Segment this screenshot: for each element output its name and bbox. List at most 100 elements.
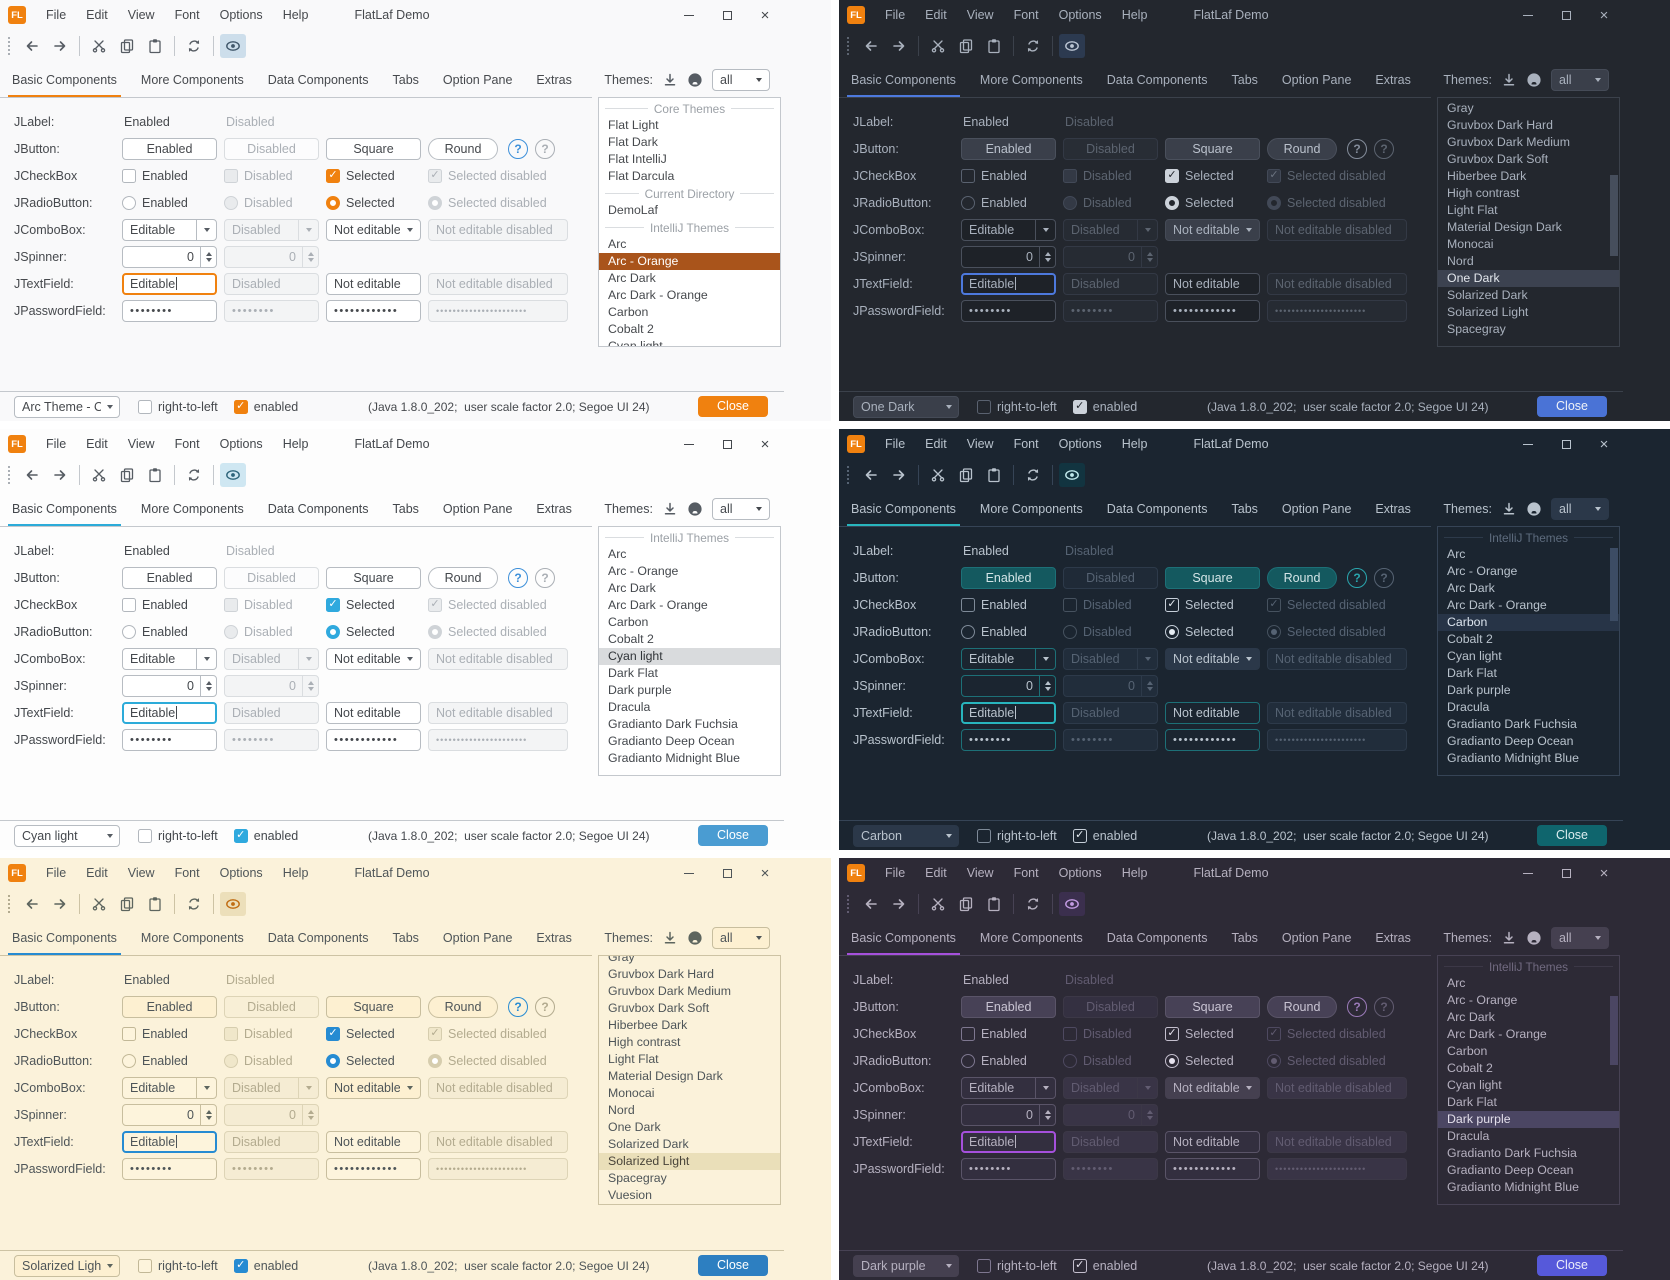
combobox-not-editable[interactable]: Not editable [1165,218,1260,241]
menu-help[interactable]: Help [1121,8,1148,22]
passwordfield-enabled[interactable]: •••••••• [122,728,217,751]
radio-enabled[interactable]: Enabled [961,624,1056,639]
square-button[interactable]: Square [326,566,421,589]
theme-combo[interactable]: Solarized Light [14,1254,120,1277]
minimize-button[interactable] [1509,858,1547,888]
passwordfield-enabled[interactable]: •••••••• [961,728,1056,751]
checkbox-enabled[interactable]: Enabled [961,597,1056,612]
menu-font[interactable]: Font [174,8,200,22]
square-button[interactable]: Square [326,137,421,160]
back-button[interactable] [19,463,45,487]
theme-list-scrollbar[interactable] [1610,957,1618,1203]
combobox-not-editable[interactable]: Not editable [1165,647,1260,670]
textfield-not-editable[interactable]: Not editable [326,701,421,724]
checkbox-selected[interactable]: ✓ Selected [326,168,421,183]
tab-extras[interactable]: Extras [1375,73,1411,87]
checkbox-selected[interactable]: ✓ Selected [1165,597,1260,612]
theme-item-gradianto-midnight-blue[interactable]: Gradianto Midnight Blue [608,751,740,765]
toolbar-grip[interactable] [8,37,12,55]
menu-file[interactable]: File [46,866,67,880]
toolbar-grip[interactable] [8,466,12,484]
menu-file[interactable]: File [885,437,906,451]
textfield-not-editable[interactable]: Not editable [1165,701,1260,724]
textfield-editable[interactable]: Editable [961,1130,1056,1153]
toolbar-grip[interactable] [847,37,851,55]
square-button[interactable]: Square [1165,137,1260,160]
theme-item-cobalt-2[interactable]: Cobalt 2 [1447,1061,1493,1075]
minimize-button[interactable] [670,429,708,459]
theme-item-hiberbee-dark[interactable]: Hiberbee Dark [608,1018,688,1032]
theme-item-nord[interactable]: Nord [608,1103,635,1117]
github-icon[interactable] [1526,72,1542,88]
tab-data-components[interactable]: Data Components [1106,502,1208,516]
tab-data-components[interactable]: Data Components [1106,73,1208,87]
theme-item-solarized-light[interactable]: Solarized Light [599,1153,780,1170]
github-icon[interactable] [687,501,703,517]
theme-item-gradianto-deep-ocean[interactable]: Gradianto Deep Ocean [608,734,735,748]
menu-help[interactable]: Help [1121,866,1148,880]
close-window-button[interactable]: × [1585,0,1623,30]
help-button[interactable]: ? [508,996,528,1017]
tab-tabs[interactable]: Tabs [392,73,419,87]
close-button[interactable]: Close [1537,396,1607,417]
combobox-editable[interactable]: Editable [122,647,217,670]
theme-filter-combo[interactable]: all [1551,69,1609,91]
theme-item-carbon[interactable]: Carbon [608,305,649,319]
theme-combo[interactable]: Dark purple [853,1254,959,1277]
checkbox-selected[interactable]: ✓ Selected [326,1026,421,1041]
tab-option-pane[interactable]: Option Pane [1281,73,1352,87]
textfield-not-editable[interactable]: Not editable [1165,1130,1260,1153]
close-button[interactable]: Close [1537,825,1607,846]
right-to-left-checkbox[interactable]: right-to-left [977,828,1057,843]
theme-item-light-flat[interactable]: Light Flat [1447,203,1498,217]
spinner-enabled[interactable]: 0 [122,245,217,268]
round-button[interactable]: Round [1267,137,1337,160]
tab-basic-components[interactable]: Basic Components [0,62,129,98]
checkbox-selected[interactable]: ✓ Selected [1165,1026,1260,1041]
refresh-button[interactable] [1020,892,1046,916]
theme-item-cobalt-2[interactable]: Cobalt 2 [1447,632,1493,646]
paste-button[interactable] [142,34,168,58]
theme-item-cobalt-2[interactable]: Cobalt 2 [608,632,654,646]
download-icon[interactable] [662,930,678,946]
combobox-editable[interactable]: Editable [961,647,1056,670]
theme-item-gruvbox-dark-medium[interactable]: Gruvbox Dark Medium [1447,135,1571,149]
radio-selected[interactable]: Selected [326,1053,421,1068]
square-button[interactable]: Square [1165,995,1260,1018]
combobox-editable[interactable]: Editable [122,1076,217,1099]
theme-item-gruvbox-dark-hard[interactable]: Gruvbox Dark Hard [1447,118,1553,132]
cut-button[interactable] [86,892,112,916]
passwordfield-not-editable[interactable]: •••••••••••• [326,299,421,322]
textfield-not-editable[interactable]: Not editable [1165,272,1260,295]
spinner-arrows[interactable] [200,675,216,696]
theme-filter-combo[interactable]: all [712,498,770,520]
theme-item-carbon[interactable]: Carbon [1438,614,1619,631]
help-button[interactable]: ? [1347,138,1367,159]
radio-selected[interactable]: Selected [326,624,421,639]
theme-combo[interactable]: Arc Theme - O... [14,395,120,418]
help-button[interactable]: ? [1347,996,1367,1017]
help-button[interactable]: ? [508,567,528,588]
theme-item-dark-flat[interactable]: Dark Flat [608,666,658,680]
maximize-button[interactable] [708,429,746,459]
enabled-button[interactable]: Enabled [961,566,1056,589]
passwordfield-not-editable[interactable]: •••••••••••• [326,1157,421,1180]
theme-filter-combo[interactable]: all [712,927,770,949]
menu-view[interactable]: View [127,437,155,451]
menu-file[interactable]: File [46,437,67,451]
theme-item-cobalt-2[interactable]: Cobalt 2 [608,322,654,336]
paste-button[interactable] [981,34,1007,58]
textfield-not-editable[interactable]: Not editable [326,1130,421,1153]
copy-button[interactable] [114,34,140,58]
theme-item-gruvbox-dark-medium[interactable]: Gruvbox Dark Medium [608,984,732,998]
radio-enabled[interactable]: Enabled [122,624,217,639]
close-window-button[interactable]: × [1585,429,1623,459]
combobox-not-editable[interactable]: Not editable [1165,1076,1260,1099]
help-button[interactable]: ? [508,138,528,159]
theme-item-arc-dark-orange[interactable]: Arc Dark - Orange [608,598,708,612]
checkbox-enabled[interactable]: Enabled [122,1026,217,1041]
passwordfield-not-editable[interactable]: •••••••••••• [1165,1157,1260,1180]
theme-item-gray[interactable]: Gray [1447,101,1474,115]
copy-button[interactable] [953,34,979,58]
theme-item-arc-orange[interactable]: Arc - Orange [608,564,679,578]
